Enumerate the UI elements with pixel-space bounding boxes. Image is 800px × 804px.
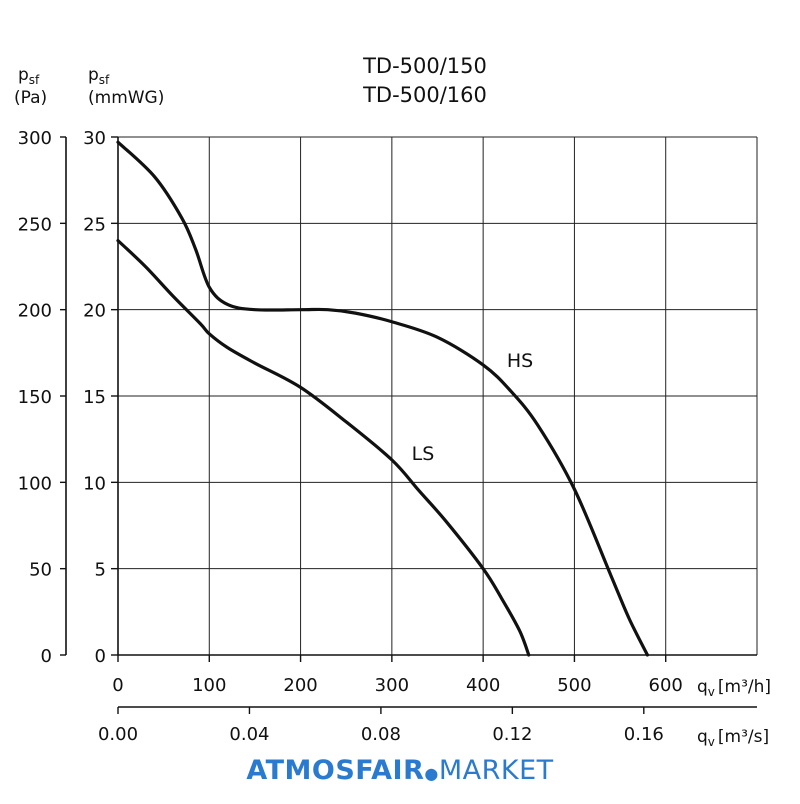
y-left-tick-label: 0: [41, 646, 52, 667]
chart-title-line: TD-500/160: [362, 83, 487, 107]
brand-logo: ATMOSFAIR●MARKET: [0, 755, 800, 786]
chart-labels: psf(Pa)psf(mmWG)qv [m³/h]qv [m³/s]TD-500/1…: [14, 54, 771, 749]
y-left-tick-label: 150: [18, 387, 52, 408]
series-line-hs: [116, 140, 650, 657]
series: [116, 140, 650, 657]
brand-logo-bold: ATMOSFAIR: [246, 755, 425, 786]
x-secondary-tick-label: 0.16: [624, 724, 664, 745]
y-left-tick-label: 300: [18, 128, 52, 149]
y-left-tick-label: 100: [18, 473, 52, 494]
y-inner-tick-label: 5: [95, 560, 106, 581]
x-primary-tick-label: 500: [557, 675, 591, 696]
y-inner-axis-symbol: psf: [88, 65, 110, 87]
x-primary-tick-label: 600: [649, 675, 683, 696]
y-left-tick-label: 200: [18, 301, 52, 322]
x-secondary-tick-label: 0.04: [229, 724, 269, 745]
x-primary-tick-label: 400: [466, 675, 500, 696]
y-inner-tick-label: 15: [83, 387, 106, 408]
brand-logo-dot: ●: [424, 764, 439, 783]
x-primary-tick-label: 0: [112, 675, 123, 696]
series-label-ls: LS: [412, 443, 435, 465]
brand-logo-light: MARKET: [438, 755, 554, 786]
x-secondary-tick-label: 0.00: [98, 724, 138, 745]
x-secondary-axis-label: qv [m³/s]: [697, 727, 769, 749]
y-inner-tick-label: 0: [95, 646, 106, 667]
y-inner-tick-label: 20: [83, 301, 106, 322]
y-left-tick-label: 50: [29, 560, 52, 581]
x-primary-tick-label: 200: [283, 675, 317, 696]
y-inner-tick-label: 10: [83, 473, 106, 494]
x-secondary-tick-label: 0.12: [492, 724, 532, 745]
x-secondary-tick-label: 0.08: [361, 724, 401, 745]
axes: [60, 136, 757, 714]
y-left-axis-symbol: psf: [18, 65, 40, 87]
series-line-ls: [116, 239, 531, 657]
series-label-hs: HS: [507, 350, 533, 372]
y-inner-tick-label: 25: [83, 214, 106, 235]
grid: [118, 136, 758, 655]
y-inner-axis-unit: (mmWG): [88, 88, 164, 108]
y-inner-tick-label: 30: [83, 128, 106, 149]
chart-title-line: TD-500/150: [362, 54, 487, 78]
x-primary-tick-label: 100: [192, 675, 226, 696]
x-primary-tick-label: 300: [375, 675, 409, 696]
x-primary-axis-label: qv [m³/h]: [697, 677, 771, 699]
y-left-tick-label: 250: [18, 214, 52, 235]
y-left-axis-unit: (Pa): [14, 88, 47, 108]
